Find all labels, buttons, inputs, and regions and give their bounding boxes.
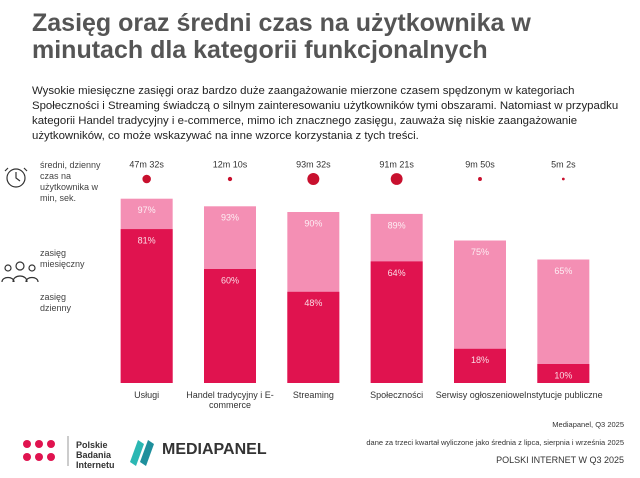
bar	[204, 269, 256, 383]
logo-text: MEDIAPANEL	[162, 441, 267, 458]
pbi-logo	[23, 440, 55, 461]
bar	[454, 348, 506, 383]
bar	[537, 364, 590, 383]
time-dot	[390, 173, 403, 185]
value-label: 65%	[554, 266, 572, 276]
value-label: 93%	[221, 213, 239, 223]
time-dot	[561, 177, 565, 181]
x-tick-label: Serwisy ogłoszeniowe	[435, 390, 525, 400]
x-tick-label: Społeczności	[370, 390, 424, 400]
time-label: 9m 50s	[465, 159, 495, 169]
value-label: 89%	[388, 220, 406, 230]
mediapanel-logo	[130, 440, 154, 466]
value-label: 10%	[554, 370, 572, 380]
bar	[287, 291, 340, 383]
people-icon	[1, 261, 39, 283]
value-label: 48%	[304, 298, 322, 308]
x-tick-label: Handel tradycyjny i E-commerce	[186, 390, 274, 410]
bar	[537, 259, 590, 383]
source: Mediapanel, Q3 2025	[552, 420, 624, 429]
value-label: 64%	[388, 268, 406, 278]
legend-time: średni, dzienny czas na użytkownika w mi…	[40, 160, 101, 203]
report: POLSKI INTERNET W Q3 2025	[496, 455, 624, 465]
value-label: 90%	[304, 218, 322, 228]
x-tick-label: Instytucje publiczne	[524, 390, 603, 400]
description: Wysokie miesięczne zasięgi oraz bardzo d…	[32, 85, 619, 142]
time-label: 12m 10s	[213, 159, 248, 169]
value-label: 60%	[221, 275, 239, 285]
time-dot	[307, 173, 320, 185]
value-label: 81%	[138, 235, 156, 245]
time-label: 93m 32s	[296, 159, 331, 169]
x-tick-label: Streaming	[292, 390, 334, 400]
time-label: 91m 21s	[379, 159, 414, 169]
time-dot	[478, 177, 482, 181]
value-label: 75%	[471, 247, 489, 257]
legend-monthly: zasięg miesięczny	[40, 248, 85, 269]
time-label: 47m 32s	[129, 159, 164, 169]
value-label: 97%	[138, 205, 156, 215]
clock-icon	[4, 167, 28, 188]
note: dane za trzeci kwartał wyliczone jako śr…	[366, 438, 624, 447]
time-label: 5m 2s	[551, 159, 576, 169]
value-label: 18%	[471, 355, 489, 365]
time-dot	[227, 176, 233, 182]
bar	[120, 229, 173, 383]
time-dot	[142, 174, 151, 184]
logo-text: Polskie Badania Internetu	[76, 440, 115, 470]
legend-daily: zasięg dzienny	[40, 292, 72, 313]
title: Zasięg oraz średni czas na użytkownika w…	[32, 9, 531, 64]
bar	[370, 261, 423, 383]
x-tick-label: Usługi	[134, 390, 160, 400]
